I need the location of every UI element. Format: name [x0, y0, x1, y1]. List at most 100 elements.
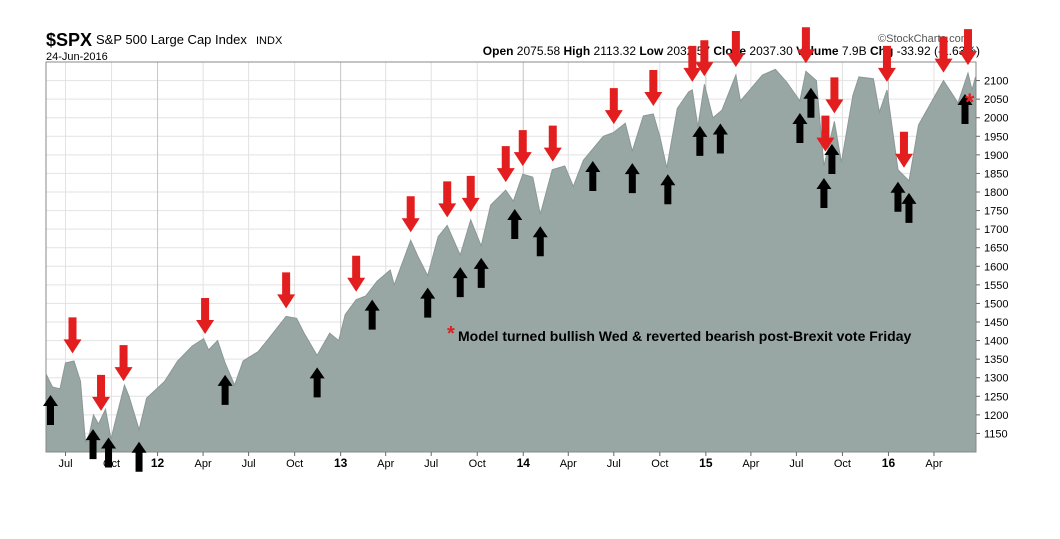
- x-tick-label: Oct: [651, 458, 668, 470]
- bullish-arrow: [901, 192, 917, 223]
- bullish-arrow: [712, 123, 728, 154]
- chart-exchange: INDX: [256, 35, 283, 47]
- bullish-arrow: [660, 174, 676, 205]
- bearish-arrow: [513, 130, 532, 167]
- bullish-arrows: [43, 87, 973, 472]
- bearish-arrow: [92, 374, 111, 411]
- x-tick-label: Jul: [58, 458, 72, 470]
- bearish-arrow: [934, 36, 953, 73]
- bullish-arrow: [624, 163, 640, 194]
- bullish-arrow: [585, 160, 601, 191]
- bullish-arrow: [420, 287, 436, 318]
- x-tick-label: Jul: [242, 458, 256, 470]
- y-tick-label: 1150: [984, 428, 1008, 440]
- bearish-arrow: [196, 298, 215, 335]
- y-tick-label: 1900: [984, 150, 1008, 162]
- bearish-arrow: [604, 88, 623, 125]
- x-tick-label: Apr: [377, 458, 394, 470]
- y-tick-label: 1800: [984, 187, 1008, 199]
- y-tick-label: 1600: [984, 261, 1008, 273]
- x-tick-label: 12: [151, 456, 165, 470]
- x-tick-label: 13: [334, 456, 348, 470]
- stat-value: -33.92 (-1.63%): [897, 44, 980, 58]
- bullish-arrow: [131, 441, 147, 472]
- y-tick-label: 1200: [984, 410, 1008, 422]
- bearish-arrow: [496, 146, 515, 183]
- bearish-arrow: [347, 255, 366, 292]
- annotation-text: Model turned bullish Wed & reverted bear…: [458, 328, 911, 344]
- y-tick-label: 2050: [984, 94, 1008, 106]
- bearish-arrow: [461, 175, 480, 212]
- x-axis: Jul Oct 12 Apr Jul Oct 13 Apr Jul Oct 14 Apr Jul Oct 1…: [58, 452, 943, 470]
- plot-frame: [45, 61, 977, 453]
- stat-label: Low: [639, 44, 666, 58]
- x-tick-label: Jul: [424, 458, 438, 470]
- bullish-arrow: [309, 367, 325, 398]
- bearish-arrow: [114, 345, 133, 382]
- bullish-arrow: [452, 267, 468, 298]
- bullish-arrow: [824, 144, 840, 175]
- bearish-arrow: [683, 45, 702, 82]
- bullish-arrow: [43, 395, 59, 425]
- bullish-arrow: [803, 87, 819, 118]
- bearish-arrow: [726, 31, 745, 67]
- bearish-arrow: [401, 196, 420, 233]
- bearish-arrow: [695, 40, 714, 77]
- bearish-arrow: [63, 317, 82, 354]
- bearish-arrow: [277, 272, 296, 309]
- bullish-arrow: [532, 226, 548, 257]
- stat-value: 2037.30: [749, 44, 796, 58]
- model-asterisk-marker: *: [965, 89, 975, 116]
- bullish-arrow: [217, 374, 233, 405]
- bearish-arrows: [63, 27, 977, 411]
- y-tick-label: 1950: [984, 131, 1008, 143]
- y-tick-label: 2000: [984, 113, 1008, 125]
- stat-label: High: [564, 44, 594, 58]
- x-tick-label: 14: [517, 456, 531, 470]
- y-tick-label: 1650: [984, 243, 1008, 255]
- bearish-arrow: [543, 125, 562, 162]
- bullish-arrow: [364, 299, 380, 330]
- bullish-arrow: [692, 125, 708, 156]
- bullish-arrow: [890, 181, 906, 212]
- bullish-arrow: [507, 209, 523, 240]
- x-tick-label: Apr: [560, 458, 577, 470]
- y-axis: 1150 1200 1250 1300 1350 1400 1450 1500 1550 1600…: [976, 76, 1008, 440]
- y-tick-label: 1350: [984, 354, 1008, 366]
- bullish-arrow: [792, 113, 808, 143]
- y-tick-label: 1450: [984, 317, 1008, 329]
- y-tick-label: 2100: [984, 76, 1008, 88]
- chart-date: 24-Jun-2016: [46, 51, 108, 63]
- price-line: [45, 68, 977, 443]
- stat-label: Open: [483, 44, 517, 58]
- y-tick-label: 1750: [984, 206, 1008, 218]
- bullish-arrow: [816, 178, 832, 208]
- bullish-arrow: [957, 94, 973, 125]
- x-tick-label: Oct: [286, 458, 303, 470]
- x-tick-label: Oct: [469, 458, 486, 470]
- bullish-arrow: [101, 437, 117, 468]
- x-tick-label: 16: [882, 456, 896, 470]
- bearish-arrow: [877, 45, 896, 82]
- chart-symbol: $SPX: [46, 30, 92, 50]
- y-tick-label: 1850: [984, 168, 1008, 180]
- y-tick-label: 1400: [984, 336, 1008, 348]
- y-tick-label: 1500: [984, 298, 1008, 310]
- bearish-arrow: [438, 181, 457, 218]
- stat-value: 2113.32: [594, 44, 640, 58]
- annotation-asterisk: *: [447, 323, 455, 345]
- bearish-arrow: [825, 77, 844, 114]
- bearish-arrow: [796, 27, 815, 64]
- y-tick-label: 1550: [984, 280, 1008, 292]
- y-tick-label: 1700: [984, 224, 1008, 236]
- x-tick-label: Apr: [742, 458, 759, 470]
- x-tick-label: Oct: [834, 458, 851, 470]
- x-tick-label: 15: [699, 456, 713, 470]
- stat-value: 2075.58: [517, 44, 564, 58]
- bearish-arrow: [894, 131, 913, 168]
- x-tick-label: Jul: [607, 458, 621, 470]
- stat-value: 7.9B: [842, 44, 870, 58]
- price-area: [46, 69, 976, 453]
